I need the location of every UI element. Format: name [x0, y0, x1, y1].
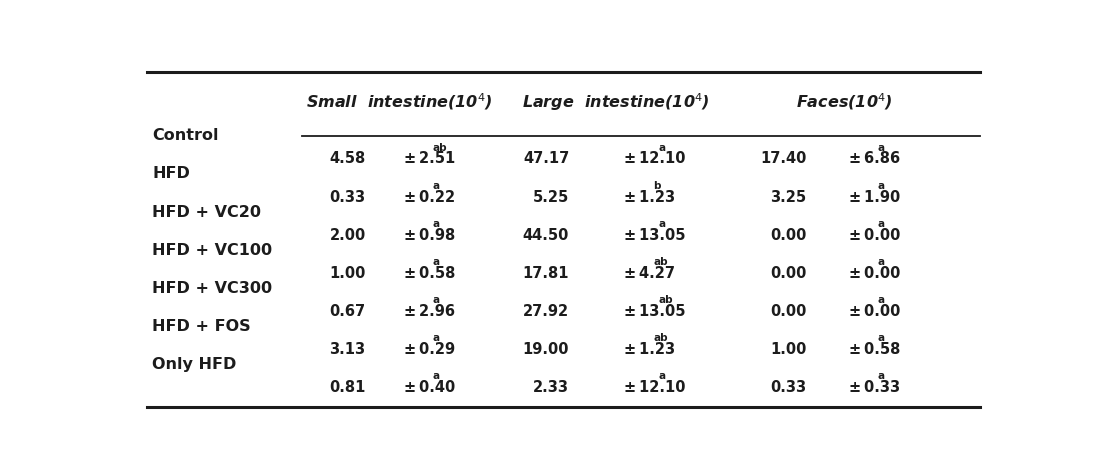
Text: ± 13.05: ± 13.05	[625, 304, 686, 319]
Text: ± 0.33: ± 0.33	[849, 380, 900, 395]
Text: ± 0.00: ± 0.00	[849, 228, 900, 243]
Text: ± 0.00: ± 0.00	[849, 304, 900, 319]
Text: a: a	[659, 219, 666, 229]
Text: 4.58: 4.58	[329, 151, 365, 166]
Text: ± 1.23: ± 1.23	[625, 342, 675, 357]
Text: a: a	[432, 295, 440, 305]
Text: a: a	[432, 257, 440, 267]
Text: HFD + VC100: HFD + VC100	[152, 243, 272, 258]
Text: HFD + FOS: HFD + FOS	[152, 319, 251, 334]
Text: 1.00: 1.00	[770, 342, 806, 357]
Text: 17.40: 17.40	[760, 151, 806, 166]
Text: Faces(10$^4$): Faces(10$^4$)	[796, 92, 893, 112]
Text: HFD + VC20: HFD + VC20	[152, 205, 261, 219]
Text: 3.25: 3.25	[770, 189, 806, 205]
Text: 0.00: 0.00	[770, 228, 806, 243]
Text: ± 13.05: ± 13.05	[625, 228, 686, 243]
Text: 1.00: 1.00	[329, 266, 365, 281]
Text: a: a	[877, 371, 885, 382]
Text: Small  intestine(10$^4$): Small intestine(10$^4$)	[306, 92, 492, 112]
Text: a: a	[659, 371, 666, 382]
Text: 0.81: 0.81	[329, 380, 365, 395]
Text: ± 4.27: ± 4.27	[625, 266, 675, 281]
Text: ± 1.90: ± 1.90	[849, 189, 900, 205]
Text: ab: ab	[653, 333, 667, 343]
Text: ± 0.58: ± 0.58	[404, 266, 455, 281]
Text: a: a	[432, 219, 440, 229]
Text: a: a	[877, 143, 885, 152]
Text: 3.13: 3.13	[329, 342, 365, 357]
Text: HFD: HFD	[152, 166, 190, 181]
Text: a: a	[877, 257, 885, 267]
Text: Large  intestine(10$^4$): Large intestine(10$^4$)	[522, 91, 710, 113]
Text: ± 0.58: ± 0.58	[849, 342, 900, 357]
Text: ab: ab	[659, 295, 673, 305]
Text: 47.17: 47.17	[523, 151, 569, 166]
Text: ± 0.29: ± 0.29	[404, 342, 455, 357]
Text: 2.00: 2.00	[329, 228, 365, 243]
Text: ± 0.98: ± 0.98	[404, 228, 455, 243]
Text: ± 12.10: ± 12.10	[625, 151, 686, 166]
Text: ± 0.00: ± 0.00	[849, 266, 900, 281]
Text: a: a	[432, 181, 440, 191]
Text: 0.00: 0.00	[770, 304, 806, 319]
Text: ± 2.96: ± 2.96	[404, 304, 455, 319]
Text: ± 0.40: ± 0.40	[404, 380, 455, 395]
Text: ± 0.22: ± 0.22	[404, 189, 455, 205]
Text: 27.92: 27.92	[523, 304, 569, 319]
Text: ± 12.10: ± 12.10	[625, 380, 686, 395]
Text: a: a	[877, 219, 885, 229]
Text: 0.67: 0.67	[329, 304, 365, 319]
Text: a: a	[877, 333, 885, 343]
Text: Control: Control	[152, 128, 219, 143]
Text: a: a	[432, 371, 440, 382]
Text: a: a	[877, 181, 885, 191]
Text: 0.33: 0.33	[329, 189, 365, 205]
Text: a: a	[432, 333, 440, 343]
Text: ± 2.51: ± 2.51	[404, 151, 455, 166]
Text: 2.33: 2.33	[533, 380, 569, 395]
Text: 17.81: 17.81	[523, 266, 569, 281]
Text: a: a	[659, 143, 666, 152]
Text: 5.25: 5.25	[533, 189, 569, 205]
Text: 0.00: 0.00	[770, 266, 806, 281]
Text: b: b	[653, 181, 661, 191]
Text: ± 6.86: ± 6.86	[849, 151, 900, 166]
Text: Only HFD: Only HFD	[152, 357, 236, 372]
Text: 0.33: 0.33	[770, 380, 806, 395]
Text: 44.50: 44.50	[523, 228, 569, 243]
Text: a: a	[877, 295, 885, 305]
Text: ab: ab	[653, 257, 667, 267]
Text: ± 1.23: ± 1.23	[625, 189, 675, 205]
Text: 19.00: 19.00	[523, 342, 569, 357]
Text: ab: ab	[432, 143, 447, 152]
Text: HFD + VC300: HFD + VC300	[152, 281, 272, 296]
